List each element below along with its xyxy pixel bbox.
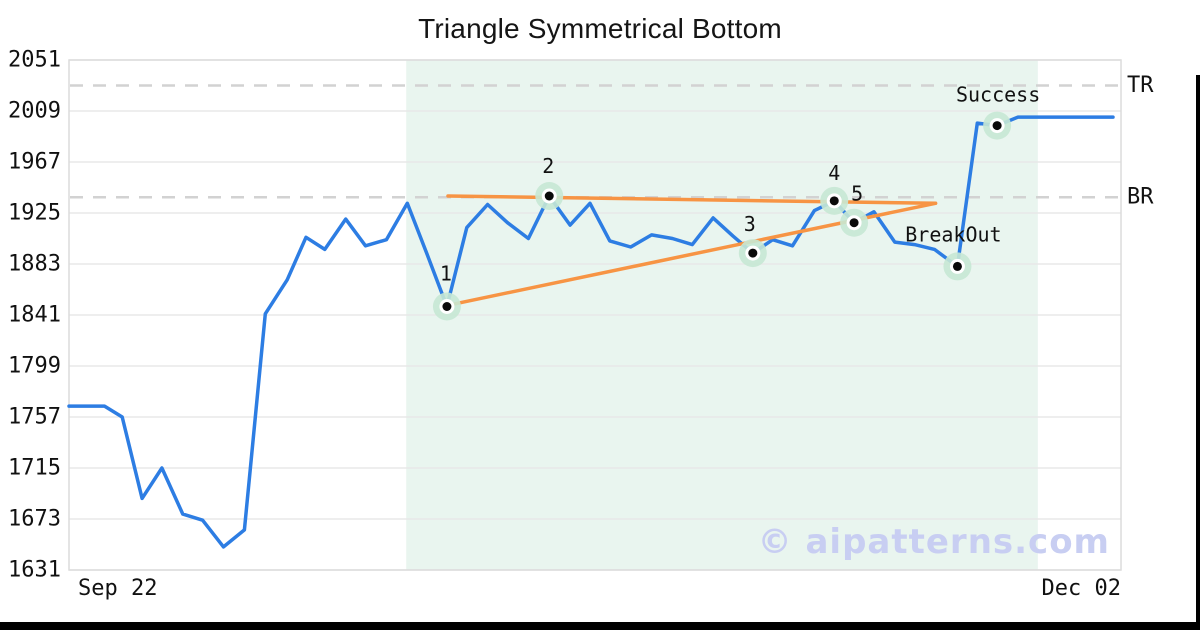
y-tick-label: 1799 — [8, 354, 61, 379]
annotation-success: Success — [956, 83, 1040, 107]
chart-title: Triangle Symmetrical Bottom — [418, 13, 782, 44]
trendline-upper — [446, 194, 938, 206]
level-label-tr: TR — [1127, 73, 1154, 98]
marker-dot-1 — [442, 302, 452, 311]
marker-dot-3 — [748, 248, 758, 258]
y-tick-label: 2051 — [8, 48, 61, 73]
annotation-breakout: BreakOut — [905, 222, 1001, 246]
annotation-1: 1 — [440, 262, 452, 286]
annotation-3: 3 — [744, 212, 756, 236]
level-label-br: BR — [1127, 185, 1154, 210]
plot-border — [68, 59, 1122, 571]
marker-dot-4 — [829, 196, 839, 206]
y-tick-label: 1757 — [8, 405, 61, 430]
y-tick-label: 1883 — [8, 252, 61, 277]
annotation-4: 4 — [828, 161, 840, 185]
bottom-edge-bar — [0, 622, 1200, 630]
price-line — [67, 115, 1115, 549]
watermark: © aipatterns.com — [757, 522, 1110, 562]
y-tick-label: 1673 — [8, 507, 61, 532]
marker-dot-5 — [849, 218, 859, 228]
x-axis-end-label: Dec 02 — [1041, 576, 1121, 601]
marker-dot-breakout — [952, 261, 962, 271]
x-axis-start-label: Sep 22 — [78, 576, 158, 601]
marker-dot-success — [992, 121, 1002, 131]
marker-dot-2 — [544, 191, 554, 201]
right-edge-bar — [1196, 75, 1200, 630]
annotation-5: 5 — [851, 182, 863, 206]
y-tick-label: 1841 — [8, 303, 61, 328]
y-tick-label: 2009 — [8, 99, 61, 124]
y-tick-label: 1967 — [8, 150, 61, 175]
annotation-2: 2 — [542, 154, 554, 178]
y-tick-label: 1925 — [8, 201, 61, 226]
y-tick-label: 1715 — [8, 456, 61, 481]
y-tick-label: 1631 — [8, 558, 61, 583]
